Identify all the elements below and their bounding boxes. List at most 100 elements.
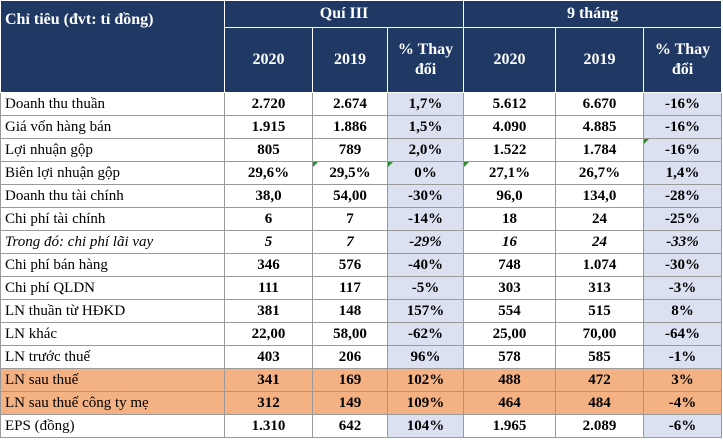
nine-month-group-header: 9 tháng — [463, 0, 723, 28]
m9-2020-value: 554 — [463, 299, 557, 323]
m9-2020-value: 303 — [463, 276, 557, 300]
m9-2019-header: 2019 — [555, 27, 645, 93]
q3-2019-value: 148 — [312, 299, 388, 323]
q3-2020-value: 1.310 — [224, 414, 313, 438]
row-label: Giá vốn hàng bán — [0, 115, 225, 139]
q3-change-value: 1,5% — [386, 115, 465, 139]
m9-2019-value: 585 — [555, 345, 645, 369]
row-label: EPS (đồng) — [0, 414, 225, 438]
q3-2019-value: 2.674 — [312, 92, 388, 116]
q3-2019-value: 29,5% — [312, 161, 388, 185]
q3-2019-value: 642 — [312, 414, 388, 438]
q3-change-value: 102% — [386, 368, 465, 392]
q3-2019-value: 1.886 — [312, 115, 388, 139]
m9-2019-value: 70,00 — [555, 322, 645, 346]
row-label: Doanh thu tài chính — [0, 184, 225, 208]
m9-2020-value: 4.090 — [463, 115, 557, 139]
q3-2020-value: 29,6% — [224, 161, 313, 185]
row-label: LN thuần từ HĐKD — [0, 299, 225, 323]
m9-change-value: -6% — [643, 414, 723, 438]
m9-2019-value: 2.089 — [555, 414, 645, 438]
row-label: LN sau thuế công ty mẹ — [0, 391, 225, 415]
m9-change-value: -16% — [643, 92, 723, 116]
table-row: EPS (đồng) 1.310 642 104% 1.965 2.089 -6% — [0, 414, 723, 438]
q3-2020-value: 312 — [224, 391, 313, 415]
table-row: Biên lợi nhuận gộp 29,6% 29,5% 0% 27,1% 26,7%… — [0, 161, 723, 185]
m9-change-value: -33% — [643, 230, 723, 254]
m9-2020-value: 18 — [463, 207, 557, 231]
header-group-row: Chỉ tiêu (đvt: tỉ đồng) Quí III 9 tháng — [0, 0, 723, 93]
m9-change-value: -28% — [643, 184, 723, 208]
q3-2020-header: 2020 — [224, 27, 313, 93]
m9-2019-value: 1.074 — [555, 253, 645, 277]
q3-change-value: -62% — [386, 322, 465, 346]
q3-2020-value: 38,0 — [224, 184, 313, 208]
table-row: Doanh thu tài chính 38,0 54,00 -30% 96,0 134,… — [0, 184, 723, 208]
q3-2020-value: 403 — [224, 345, 313, 369]
m9-2020-value: 578 — [463, 345, 557, 369]
m9-2019-value: 6.670 — [555, 92, 645, 116]
table-row: Trong đó: chi phí lãi vay 5 7 -29% 16 24 -33% — [0, 230, 723, 254]
m9-2019-value: 515 — [555, 299, 645, 323]
q3-2019-value: 169 — [312, 368, 388, 392]
table-row: LN sau thuế công ty mẹ 312 149 109% 464 484 -4… — [0, 391, 723, 415]
m9-2020-value: 748 — [463, 253, 557, 277]
q3-2019-value: 7 — [312, 207, 388, 231]
m9-2020-header: 2020 — [463, 27, 557, 93]
q3-2019-value: 789 — [312, 138, 388, 162]
q3-2020-value: 381 — [224, 299, 313, 323]
table-row: Chi phí bán hàng 346 576 -40% 748 1.074 -30% — [0, 253, 723, 277]
table-header: Chỉ tiêu (đvt: tỉ đồng) Quí III 9 tháng … — [0, 0, 723, 93]
table-row: Doanh thu thuần 2.720 2.674 1,7% 5.612 6.670-… — [0, 92, 723, 116]
m9-2019-value: 24 — [555, 230, 645, 254]
m9-2020-value: 16 — [463, 230, 557, 254]
q3-group-header: Quí III — [223, 0, 465, 28]
q3-2020-value: 341 — [224, 368, 313, 392]
table-row: LN sau thuế 341 169 102% 488 472 3% — [0, 368, 723, 392]
m9-change-value: -4% — [643, 391, 723, 415]
q3-2019-value: 7 — [312, 230, 388, 254]
m9-2019-value: 134,0 — [555, 184, 645, 208]
q3-2019-header: 2019 — [312, 27, 388, 93]
metric-column-header: Chỉ tiêu (đvt: tỉ đồng) — [0, 0, 225, 93]
m9-2019-value: 24 — [555, 207, 645, 231]
m9-2020-value: 25,00 — [463, 322, 557, 346]
q3-2019-value: 58,00 — [312, 322, 388, 346]
q3-2020-value: 805 — [224, 138, 313, 162]
m9-2019-value: 1.784 — [555, 138, 645, 162]
m9-2019-value: 26,7% — [555, 161, 645, 185]
row-label: Lợi nhuận gộp — [0, 138, 225, 162]
m9-2019-value: 484 — [555, 391, 645, 415]
m9-change-value: 1,4% — [643, 161, 723, 185]
m9-2020-value: 96,0 — [463, 184, 557, 208]
row-label: LN sau thuế — [0, 368, 225, 392]
q3-2020-value: 6 — [224, 207, 313, 231]
m9-change-value: 8% — [643, 299, 723, 323]
q3-2020-value: 346 — [224, 253, 313, 277]
m9-2020-value: 1.522 — [463, 138, 557, 162]
row-label: Doanh thu thuần — [0, 92, 225, 116]
m9-change-value: -3% — [643, 276, 723, 300]
table-row: Chi phí QLDN 111 117 -5% 303 313 -3% — [0, 276, 723, 300]
table-row: LN trước thuế 403 206 96% 578 585 -1% — [0, 345, 723, 369]
table-row: LN khác 22,00 58,00 -62% 25,00 70,00 -64% — [0, 322, 723, 346]
header-year-row: 2020 2019 % Thay đổi 2020 2019 % Thay đổ… — [1, 27, 723, 93]
row-label: LN trước thuế — [0, 345, 225, 369]
q3-change-value: 96% — [386, 345, 465, 369]
q3-2020-value: 5 — [224, 230, 313, 254]
m9-change-value: -16% — [643, 138, 723, 162]
row-label: Biên lợi nhuận gộp — [0, 161, 225, 185]
q3-2020-value: 2.720 — [224, 92, 313, 116]
q3-change-value: -5% — [386, 276, 465, 300]
m9-change-value: 3% — [643, 368, 723, 392]
m9-change-value: -30% — [643, 253, 723, 277]
q3-2020-value: 111 — [224, 276, 313, 300]
q3-2019-value: 149 — [312, 391, 388, 415]
q3-change-value: 104% — [386, 414, 465, 438]
q3-2020-value: 1.915 — [224, 115, 313, 139]
table-row: Chi phí tài chính 6 7 -14% 18 24 -25% — [0, 207, 723, 231]
q3-change-header: % Thay đổi — [386, 27, 465, 93]
m9-change-value: -64% — [643, 322, 723, 346]
